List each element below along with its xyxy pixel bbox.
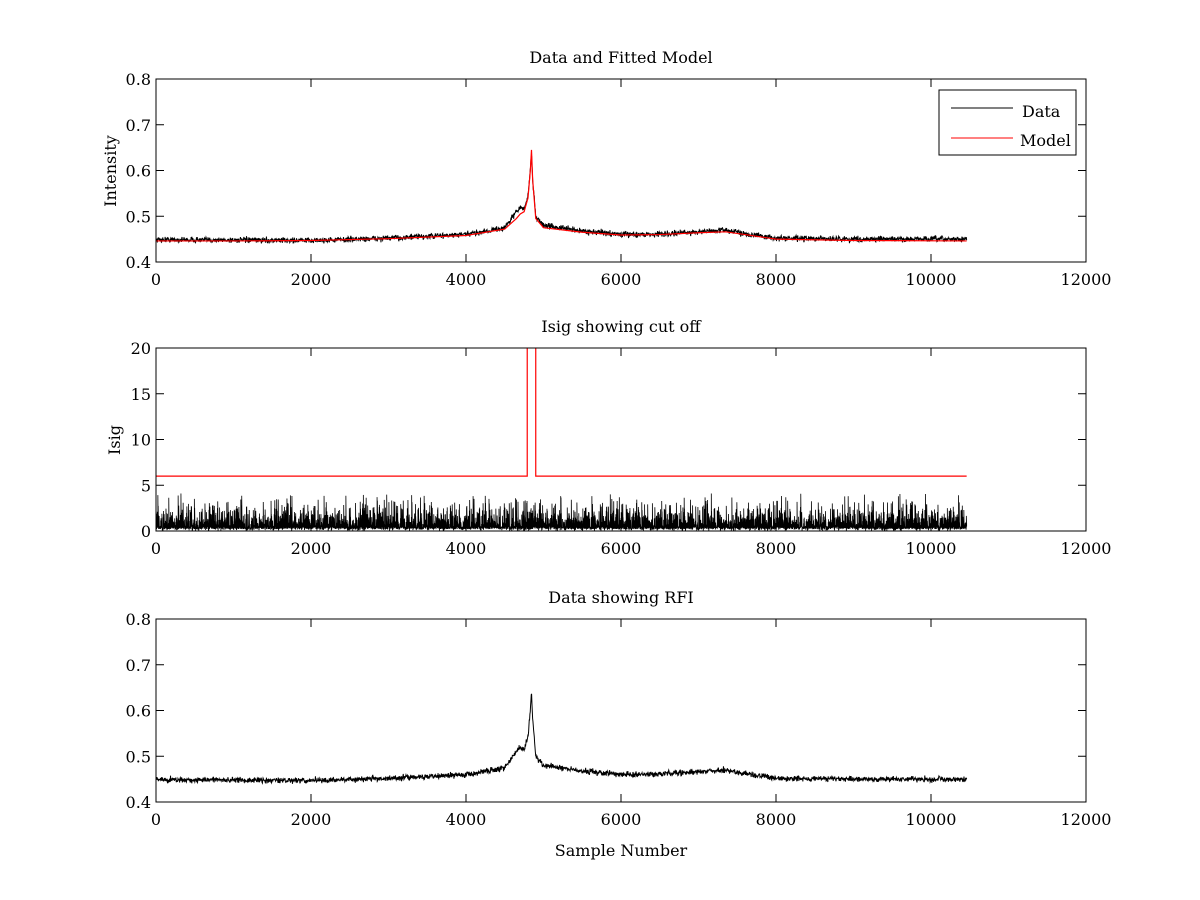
y-tick-label: 15 xyxy=(131,385,151,404)
x-tick-label: 12000 xyxy=(1061,270,1112,289)
x-tick-label: 8000 xyxy=(756,539,797,558)
subplot-2-axes-box xyxy=(155,347,1087,532)
subplot-2-ticks: 0 2000 4000 6000 8000 10000 12000 0 5 10 15 20 xyxy=(131,339,1112,558)
x-tick-label: 8000 xyxy=(756,810,797,829)
x-tick-label: 10000 xyxy=(906,539,957,558)
x-tick-label: 8000 xyxy=(756,270,797,289)
subplot-3-title: Data showing RFI xyxy=(548,588,693,607)
legend-data-label: Data xyxy=(1022,102,1061,121)
subplot-1-series xyxy=(156,149,968,245)
subplot-1-ylabel: Intensity xyxy=(101,135,120,207)
subplot-3-series xyxy=(156,693,968,785)
x-tick-label: 4000 xyxy=(446,539,487,558)
legend-model-label: Model xyxy=(1020,131,1071,150)
x-tick-label: 4000 xyxy=(446,810,487,829)
y-tick-label: 0.7 xyxy=(126,116,151,135)
subplot-3-xlabel: Sample Number xyxy=(555,841,688,860)
x-tick-label: 4000 xyxy=(446,270,487,289)
y-tick-label: 0.4 xyxy=(126,253,151,272)
y-tick-label: 0.5 xyxy=(126,207,151,226)
subplot-1-ticks: 0 2000 4000 6000 8000 10000 12000 0.4 0.5 0.6 0.7 0… xyxy=(126,70,1112,289)
subplot-1-axes-box xyxy=(155,78,1087,263)
y-tick-label: 5 xyxy=(141,476,151,495)
subplot-2-title: Isig showing cut off xyxy=(541,317,702,336)
y-tick-label: 20 xyxy=(131,339,151,358)
series-isig xyxy=(156,493,968,531)
x-tick-label: 10000 xyxy=(906,270,957,289)
legend-box xyxy=(938,89,1077,156)
y-tick-label: 0.7 xyxy=(126,656,151,675)
x-tick-label: 12000 xyxy=(1061,810,1112,829)
y-tick-label: 0.6 xyxy=(126,702,151,721)
x-tick-label: 6000 xyxy=(601,270,642,289)
x-tick-label: 0 xyxy=(151,810,161,829)
x-tick-label: 12000 xyxy=(1061,539,1112,558)
y-tick-label: 0 xyxy=(141,522,151,541)
subplot-isig: Isig showing cut off Isig 0 2000 4000 6000 8… xyxy=(105,317,1111,558)
y-tick-label: 0.4 xyxy=(126,793,151,812)
legend: Data Model xyxy=(938,89,1077,156)
y-tick-label: 0.6 xyxy=(126,162,151,181)
subplot-fitted-model: Data and Fitted Model Intensity 0 2000 400… xyxy=(101,48,1111,289)
series-cut-off xyxy=(156,348,967,477)
x-tick-label: 6000 xyxy=(601,810,642,829)
subplot-2-ylabel: Isig xyxy=(105,425,124,455)
series-model xyxy=(156,149,967,242)
x-tick-label: 0 xyxy=(151,270,161,289)
subplot-3-axes-box xyxy=(155,618,1087,803)
subplot-2-series xyxy=(156,348,968,531)
y-tick-label: 10 xyxy=(131,431,151,450)
x-tick-label: 2000 xyxy=(291,270,332,289)
x-tick-label: 10000 xyxy=(906,810,957,829)
subplot-1-title: Data and Fitted Model xyxy=(529,48,712,67)
subplot-rfi: Data showing RFI Sample Number 0 2000 4000… xyxy=(126,588,1112,860)
x-tick-label: 6000 xyxy=(601,539,642,558)
y-tick-label: 0.8 xyxy=(126,70,151,89)
x-tick-label: 0 xyxy=(151,539,161,558)
x-tick-label: 2000 xyxy=(291,810,332,829)
y-tick-label: 0.5 xyxy=(126,747,151,766)
y-tick-label: 0.8 xyxy=(126,610,151,629)
series-data xyxy=(156,693,968,785)
x-tick-label: 2000 xyxy=(291,539,332,558)
